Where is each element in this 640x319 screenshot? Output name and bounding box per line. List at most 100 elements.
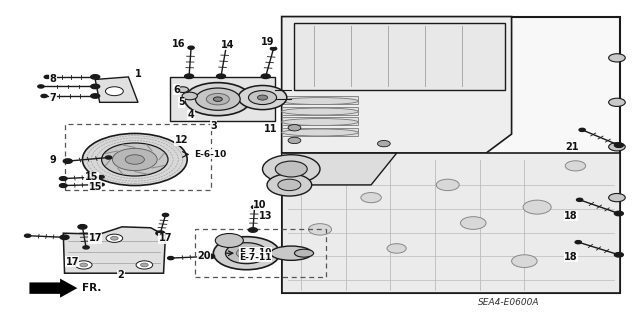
Ellipse shape — [271, 246, 312, 260]
Circle shape — [614, 253, 623, 257]
Text: 13: 13 — [259, 211, 273, 221]
Ellipse shape — [282, 108, 358, 115]
Circle shape — [184, 83, 251, 116]
Circle shape — [248, 91, 276, 105]
Circle shape — [225, 243, 268, 264]
Polygon shape — [170, 77, 275, 122]
Circle shape — [106, 156, 112, 159]
Circle shape — [271, 47, 276, 50]
Circle shape — [106, 87, 124, 96]
Text: 15: 15 — [84, 172, 98, 182]
Circle shape — [436, 179, 460, 191]
Circle shape — [83, 246, 89, 249]
Circle shape — [102, 143, 168, 176]
Circle shape — [205, 254, 214, 259]
Circle shape — [99, 183, 104, 186]
Circle shape — [378, 140, 390, 147]
Circle shape — [288, 137, 301, 144]
Circle shape — [387, 244, 406, 253]
Circle shape — [44, 75, 51, 78]
Text: 3: 3 — [210, 121, 217, 130]
Polygon shape — [29, 278, 77, 298]
Circle shape — [213, 237, 280, 270]
Polygon shape — [63, 227, 166, 273]
Text: 12: 12 — [175, 136, 188, 145]
Circle shape — [461, 217, 486, 229]
Text: FR.: FR. — [83, 283, 102, 293]
Circle shape — [113, 148, 157, 171]
Polygon shape — [282, 17, 620, 293]
Circle shape — [238, 85, 287, 110]
Circle shape — [609, 98, 625, 107]
Circle shape — [614, 143, 623, 147]
Text: 17: 17 — [65, 257, 79, 267]
Polygon shape — [282, 128, 358, 136]
Circle shape — [262, 155, 320, 183]
Circle shape — [156, 231, 165, 235]
Text: 11: 11 — [264, 124, 277, 134]
Text: 15: 15 — [88, 182, 102, 192]
Circle shape — [60, 184, 67, 188]
Circle shape — [41, 94, 47, 98]
Polygon shape — [282, 117, 358, 125]
Circle shape — [236, 248, 257, 258]
Circle shape — [206, 93, 229, 105]
Circle shape — [91, 94, 100, 98]
Circle shape — [168, 256, 174, 260]
Text: 16: 16 — [172, 39, 185, 48]
Circle shape — [38, 85, 44, 88]
Text: 17: 17 — [88, 233, 102, 243]
Circle shape — [111, 236, 118, 240]
Polygon shape — [282, 17, 511, 153]
Text: 5: 5 — [178, 97, 185, 107]
Circle shape — [125, 155, 145, 164]
Text: 10: 10 — [253, 200, 267, 210]
Circle shape — [278, 179, 301, 191]
Circle shape — [257, 95, 268, 100]
Ellipse shape — [282, 98, 358, 105]
Circle shape — [288, 124, 301, 131]
Circle shape — [106, 234, 123, 242]
Text: 9: 9 — [50, 155, 56, 165]
Text: 14: 14 — [221, 40, 234, 49]
Text: 1: 1 — [134, 69, 141, 79]
Circle shape — [575, 241, 581, 244]
Circle shape — [523, 200, 551, 214]
Circle shape — [182, 92, 197, 100]
Circle shape — [184, 74, 193, 78]
Text: E-7-10: E-7-10 — [239, 248, 271, 257]
Text: 18: 18 — [564, 211, 578, 221]
Circle shape — [215, 234, 243, 248]
Circle shape — [223, 45, 229, 48]
Circle shape — [195, 88, 240, 110]
Circle shape — [579, 128, 586, 131]
Polygon shape — [282, 153, 397, 185]
Ellipse shape — [282, 119, 358, 125]
Circle shape — [614, 211, 623, 216]
Text: 21: 21 — [566, 142, 579, 152]
Polygon shape — [294, 23, 505, 90]
Circle shape — [141, 263, 148, 267]
Ellipse shape — [294, 249, 314, 257]
Polygon shape — [282, 153, 620, 293]
Text: SEA4-E0600A: SEA4-E0600A — [478, 298, 540, 307]
Circle shape — [78, 225, 87, 229]
Circle shape — [213, 97, 222, 101]
Circle shape — [511, 255, 537, 268]
Circle shape — [24, 234, 31, 237]
Circle shape — [252, 206, 258, 209]
Circle shape — [609, 143, 625, 151]
Polygon shape — [282, 107, 358, 115]
Text: 4: 4 — [188, 110, 195, 120]
Circle shape — [261, 74, 270, 78]
Ellipse shape — [282, 129, 358, 136]
Text: 7: 7 — [50, 93, 56, 103]
Circle shape — [76, 261, 92, 269]
Circle shape — [361, 193, 381, 203]
Text: 6: 6 — [173, 85, 180, 95]
Circle shape — [565, 161, 586, 171]
Text: 2: 2 — [117, 271, 124, 280]
Circle shape — [308, 224, 332, 235]
Text: 18: 18 — [564, 252, 578, 262]
Circle shape — [60, 235, 69, 240]
